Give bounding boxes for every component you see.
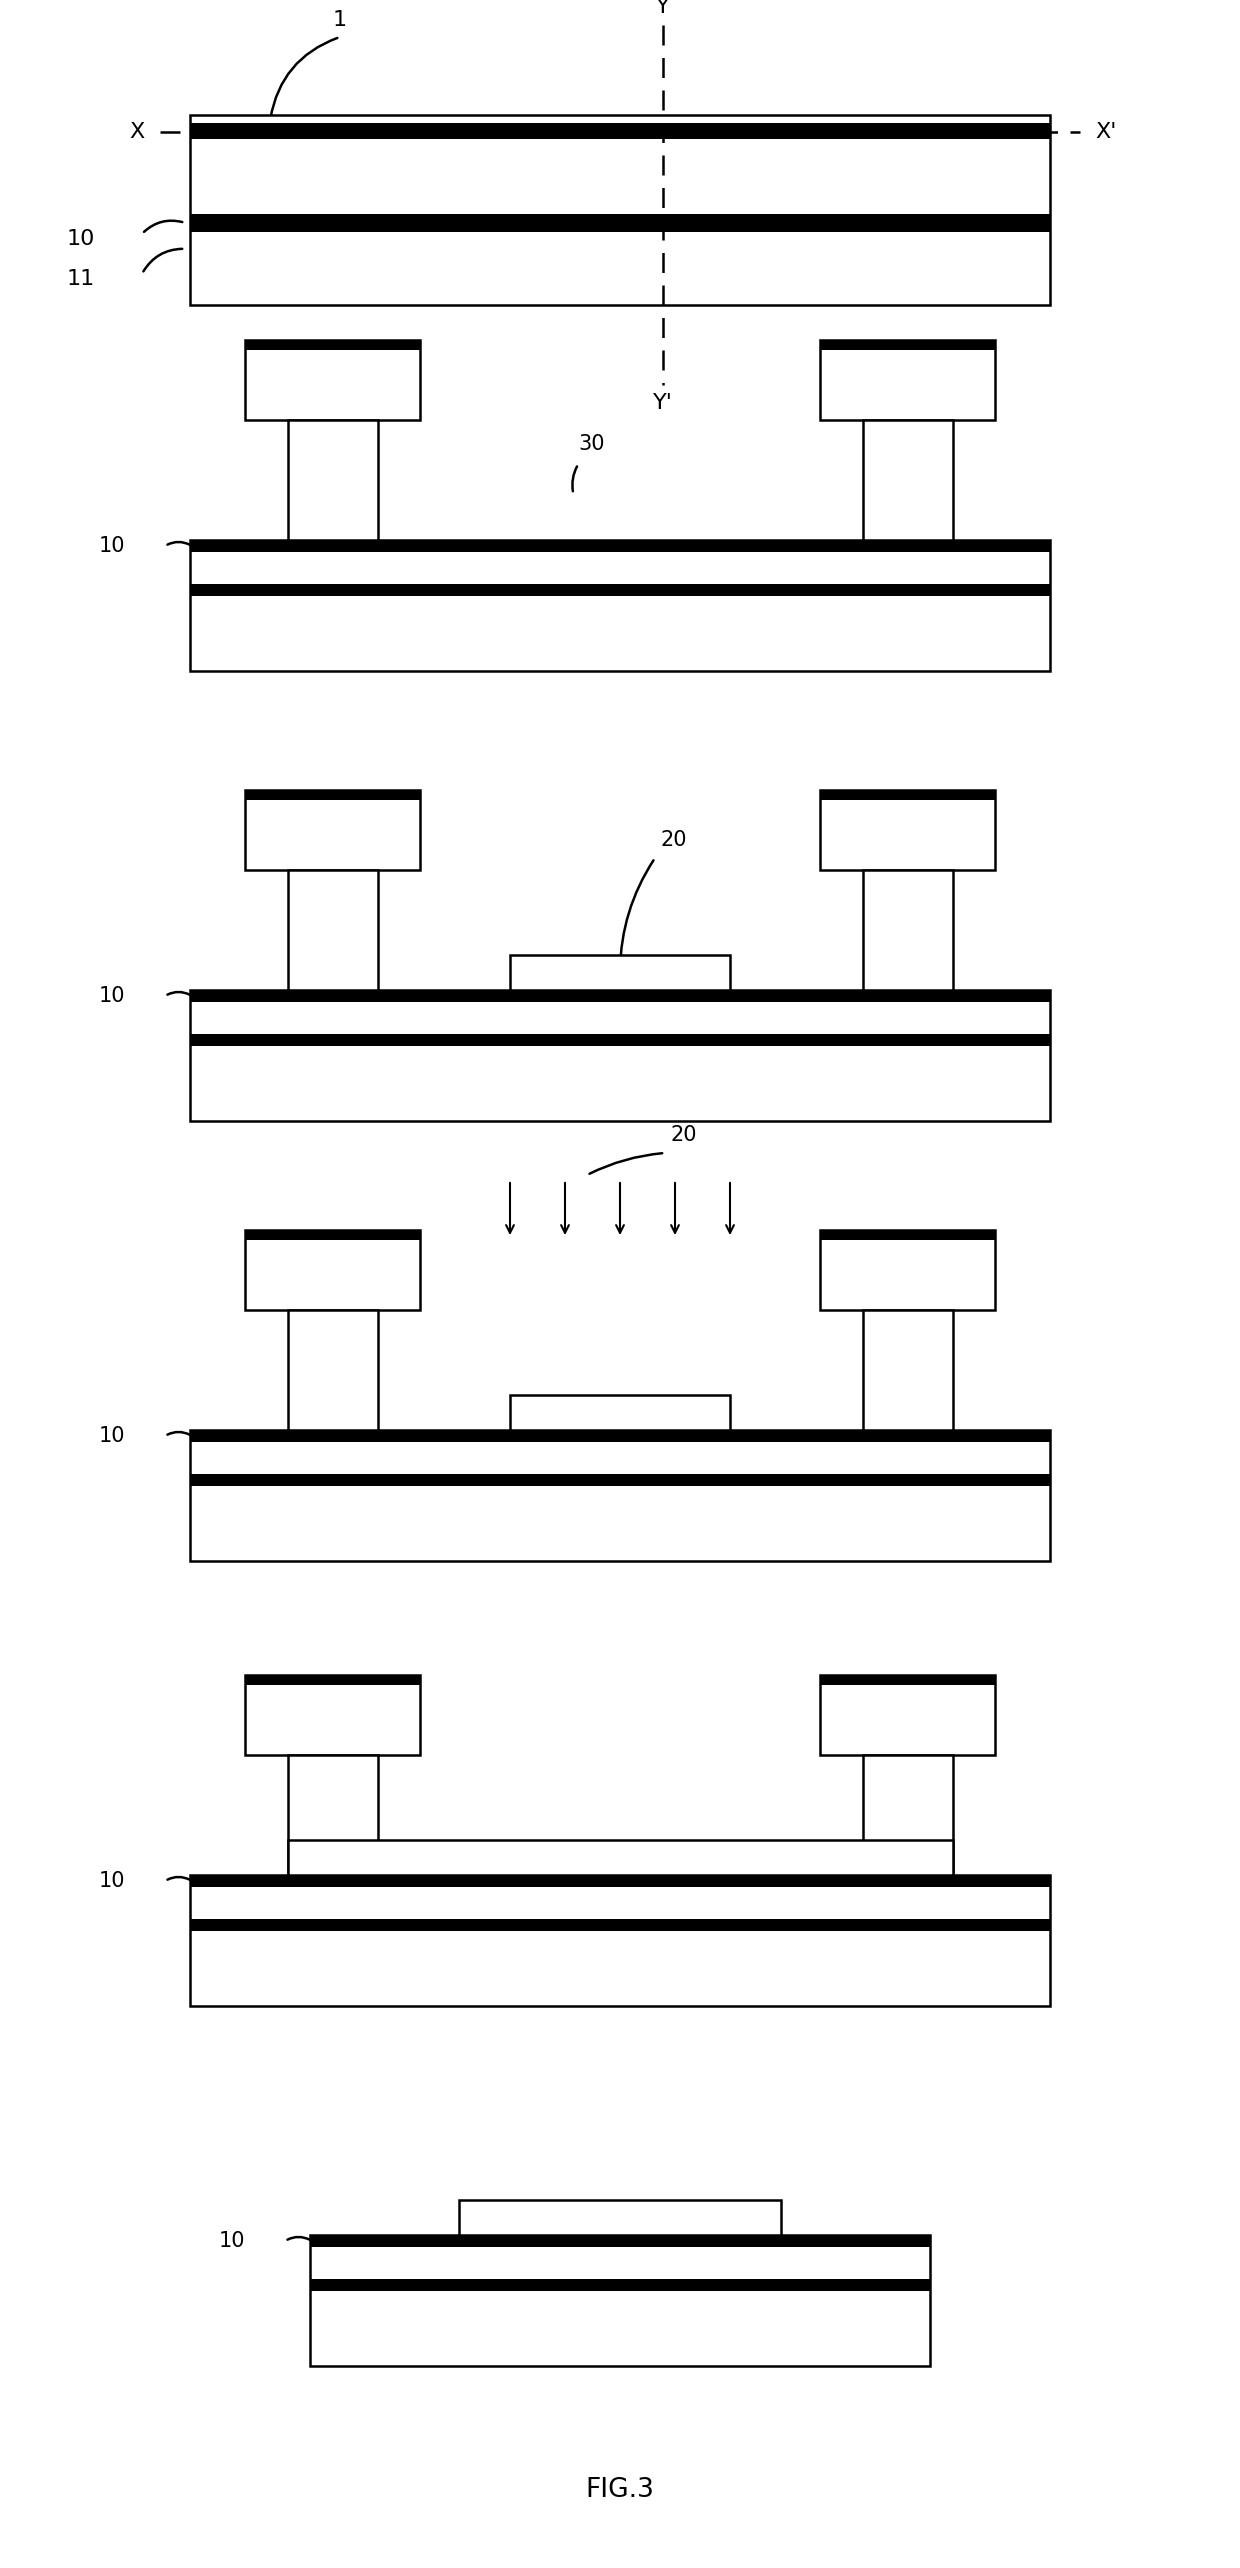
Text: 10: 10 [98,1872,125,1890]
Bar [190,1035,1050,1045]
Bar [820,1230,994,1240]
Bar [190,991,1050,1122]
FancyArrowPatch shape [144,221,182,231]
Bar [190,123,1050,139]
Bar [190,1430,1050,1443]
Bar [246,1230,420,1240]
Bar [288,421,377,539]
Bar [288,1754,377,1875]
Bar [863,871,952,991]
Bar [190,1474,1050,1487]
Bar [246,339,420,421]
Bar [246,1674,420,1754]
FancyArrowPatch shape [167,542,190,544]
Bar [310,2234,930,2365]
Bar [820,339,994,349]
Bar [820,791,994,801]
Text: 10: 10 [98,537,125,557]
Text: 20: 20 [660,829,687,850]
FancyArrowPatch shape [167,1877,190,1880]
Bar [190,1918,1050,1931]
Bar [190,539,1050,670]
Text: 30: 30 [578,434,605,455]
Bar [246,1230,420,1310]
Bar [246,791,420,801]
Bar [510,1394,730,1430]
Text: 11: 11 [67,270,95,288]
Bar [510,955,730,991]
Bar [190,583,1050,596]
Bar [863,1310,952,1430]
Bar [863,421,952,539]
Text: 10: 10 [67,229,95,249]
FancyArrowPatch shape [270,39,337,118]
Bar [310,2278,930,2291]
Bar [288,1841,952,1875]
Text: 10: 10 [98,1425,125,1446]
Bar [820,1674,994,1754]
Text: 10: 10 [98,986,125,1007]
Text: 20: 20 [670,1125,697,1145]
Bar [863,1754,952,1875]
Text: X': X' [1095,123,1116,141]
Text: FIG.3: FIG.3 [585,2478,655,2504]
Bar [310,2234,930,2247]
Bar [190,1430,1050,1561]
Bar [820,339,994,421]
Bar [820,791,994,871]
FancyArrowPatch shape [144,249,182,272]
Bar [459,2201,781,2234]
Bar [190,213,1050,231]
Bar [190,116,1050,306]
Bar [190,539,1050,552]
FancyArrowPatch shape [620,860,653,971]
Text: X: X [130,123,145,141]
Bar [190,1875,1050,1887]
FancyArrowPatch shape [573,467,577,490]
Bar [288,1310,377,1430]
Bar [190,991,1050,1002]
Text: Y: Y [656,0,670,18]
Text: Y': Y' [653,393,673,413]
Text: 10: 10 [218,2232,246,2252]
FancyArrowPatch shape [167,1433,190,1436]
Bar [246,791,420,871]
Bar [246,1674,420,1685]
Bar [246,339,420,349]
FancyArrowPatch shape [288,2237,310,2239]
Bar [820,1674,994,1685]
Bar [190,1875,1050,2006]
FancyArrowPatch shape [167,991,190,994]
FancyArrowPatch shape [589,1153,662,1174]
Bar [288,871,377,991]
Text: 1: 1 [332,10,347,31]
Bar [820,1230,994,1310]
